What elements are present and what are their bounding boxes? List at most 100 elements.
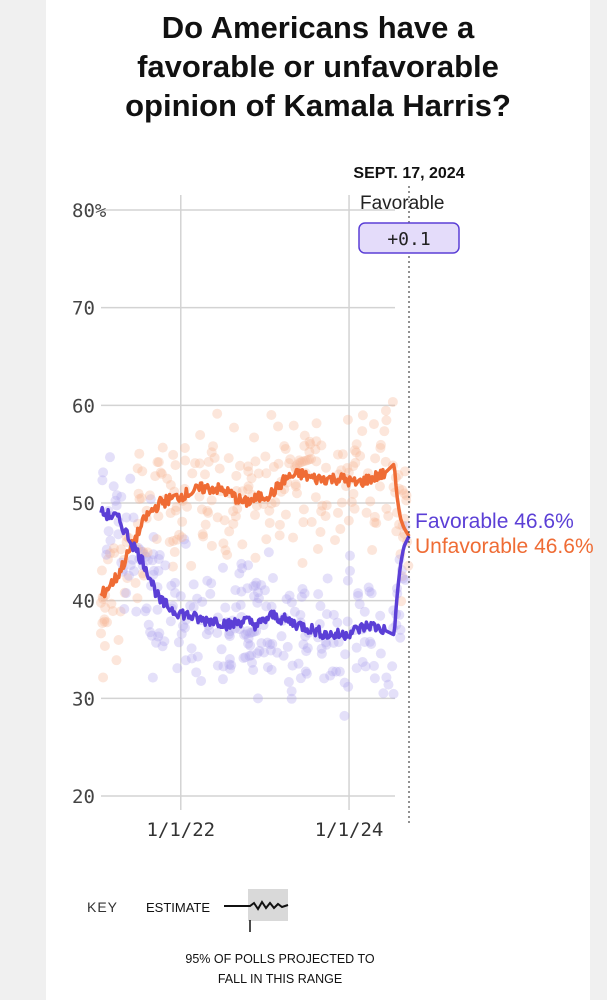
tooltip-box[interactable] [358, 222, 460, 254]
poll-dot [353, 588, 364, 599]
poll-dot [369, 511, 380, 522]
poll-dot [106, 598, 117, 609]
poll-dot [165, 616, 176, 627]
poll-dot [354, 599, 365, 610]
poll-dot [249, 432, 260, 443]
poll-dot [206, 540, 217, 551]
poll-dot [226, 660, 237, 671]
poll-dot [270, 497, 281, 508]
poll-dot [251, 577, 262, 588]
poll-dot [149, 565, 160, 576]
poll-dot [261, 468, 272, 479]
poll-dot [99, 614, 110, 625]
poll-dot [242, 626, 253, 637]
poll-dot [194, 458, 205, 469]
poll-dot [351, 642, 362, 653]
poll-dot [254, 645, 265, 656]
poll-dot [214, 463, 225, 474]
poll-dot [397, 485, 408, 496]
poll-dot [225, 663, 236, 674]
poll-dot [311, 418, 322, 429]
poll-dot [191, 667, 202, 678]
poll-dot [222, 549, 233, 560]
poll-dot [359, 636, 370, 647]
poll-dot [344, 565, 355, 576]
poll-dot [332, 617, 343, 628]
poll-dot [238, 652, 249, 663]
poll-dot [110, 495, 121, 506]
poll-dot [187, 468, 198, 479]
poll-dot [274, 530, 285, 541]
poll-dot [365, 636, 376, 647]
poll-dot [218, 661, 229, 672]
poll-dot [301, 668, 312, 679]
unfavorable-line [99, 462, 411, 599]
poll-dot [334, 666, 345, 677]
poll-dot [125, 560, 136, 571]
poll-dot [348, 488, 359, 499]
y-tick-label: 20 [72, 786, 95, 808]
poll-dot [366, 588, 377, 599]
poll-dot [125, 473, 136, 484]
poll-dot [105, 535, 116, 546]
poll-dot [154, 550, 165, 561]
poll-dot [306, 517, 317, 528]
poll-dot [391, 526, 402, 537]
poll-dot [101, 549, 112, 560]
poll-dot [102, 554, 113, 565]
poll-dot [246, 650, 257, 661]
poll-dot [156, 468, 167, 479]
poll-dot [153, 631, 164, 642]
poll-dot [335, 524, 346, 535]
poll-dot [332, 507, 343, 518]
poll-dot [178, 620, 189, 631]
poll-dot [133, 488, 144, 499]
poll-dot [165, 479, 176, 490]
poll-dot [333, 637, 344, 648]
poll-dot [240, 652, 251, 663]
y-tick-label: 60 [72, 395, 95, 417]
poll-dot [173, 637, 184, 648]
poll-dot [253, 593, 264, 604]
poll-dot [212, 660, 223, 671]
poll-dot [167, 561, 178, 572]
poll-dot [244, 650, 255, 661]
poll-dot [320, 511, 331, 522]
poll-dot [367, 545, 378, 556]
poll-dot [153, 511, 164, 522]
poll-dot [258, 647, 269, 658]
poll-dot [261, 601, 272, 612]
poll-dot [130, 577, 141, 588]
poll-dot [264, 505, 275, 516]
poll-dot [224, 654, 235, 665]
poll-dot [287, 660, 298, 671]
poll-dot [141, 603, 152, 614]
poll-dot [291, 488, 302, 499]
x-axis: 1/1/22 1/1/24 [146, 819, 383, 841]
poll-dot [369, 673, 380, 684]
poll-dot [332, 449, 343, 460]
poll-dot [109, 548, 120, 559]
poll-dot [328, 609, 339, 620]
poll-dot [237, 539, 248, 550]
poll-dot [286, 597, 297, 608]
poll-dot [361, 507, 372, 518]
poll-dot [245, 627, 256, 638]
poll-dot [99, 616, 110, 627]
poll-dot [168, 449, 179, 460]
poll-dot [291, 481, 302, 492]
poll-dot [387, 661, 398, 672]
poll-dot [284, 590, 295, 601]
poll-dot [239, 629, 250, 640]
poll-dot [294, 458, 305, 469]
poll-dot [313, 589, 324, 600]
favorable-line [99, 505, 411, 641]
poll-dot [317, 500, 328, 511]
poll-dot [153, 457, 164, 468]
poll-dot [357, 656, 368, 667]
poll-dot [293, 658, 304, 669]
poll-dot [169, 547, 180, 558]
poll-dot [298, 639, 309, 650]
poll-dot [98, 467, 109, 478]
poll-dot [297, 584, 308, 595]
